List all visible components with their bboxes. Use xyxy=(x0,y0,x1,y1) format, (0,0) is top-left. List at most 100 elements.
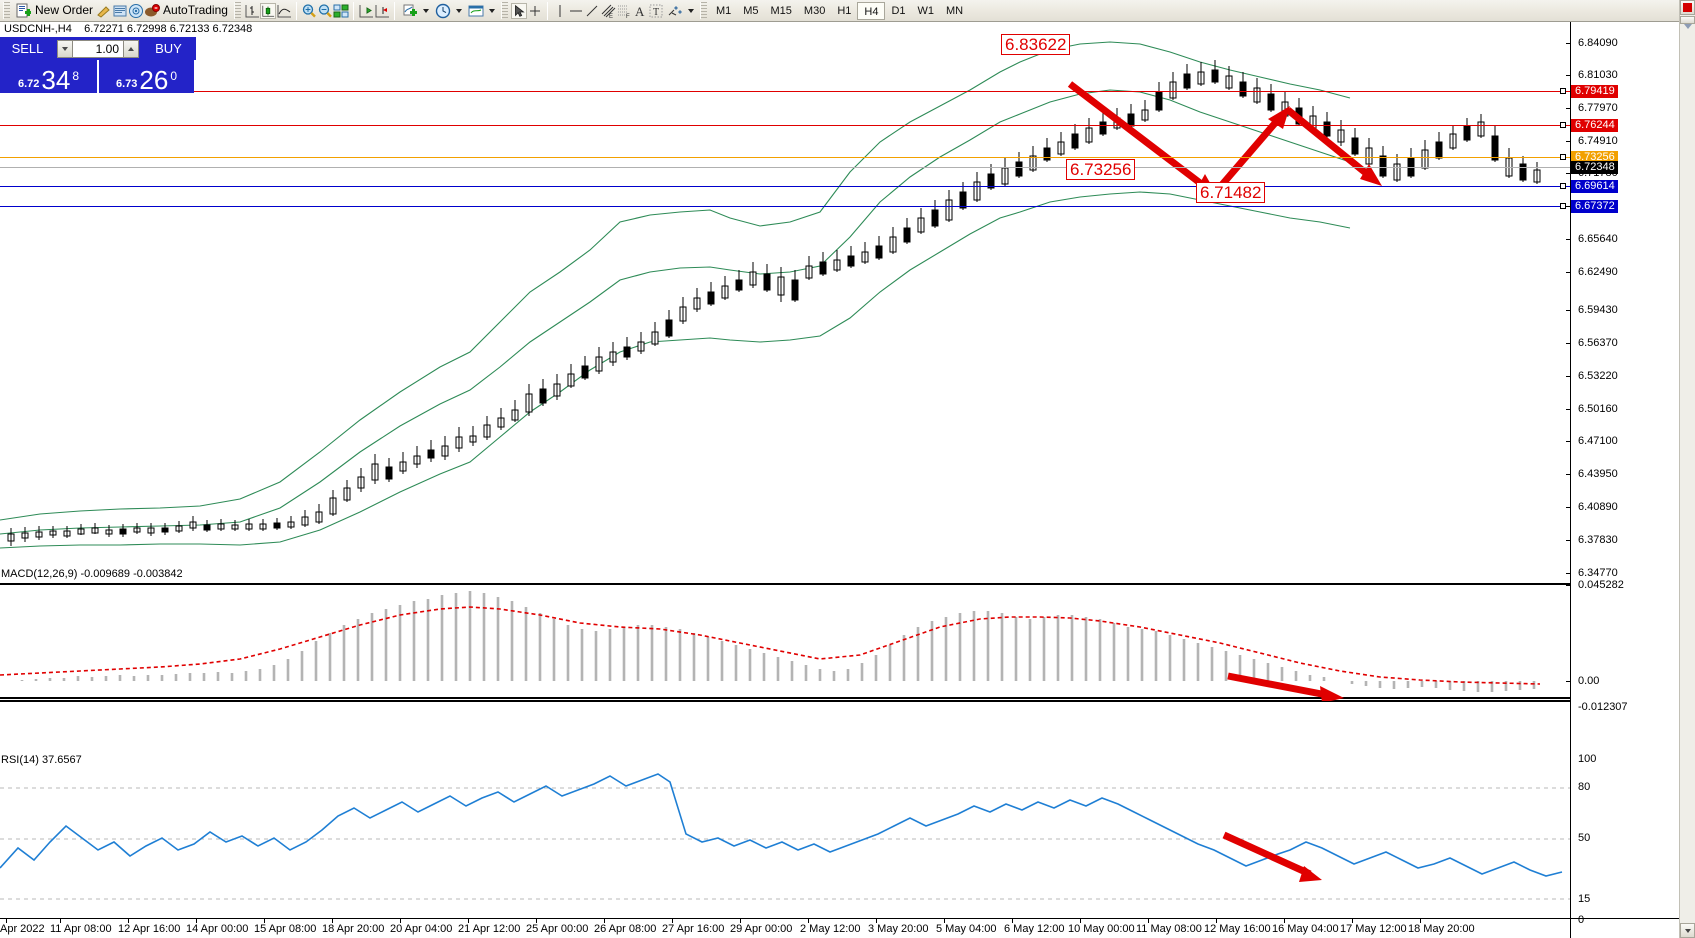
rsi-tick-80: 80 xyxy=(1578,781,1591,793)
rsi-tick-15: 15 xyxy=(1578,893,1591,905)
timeframe-m30[interactable]: M30 xyxy=(803,4,826,17)
price-tag-resistance-2[interactable]: 6.76244 xyxy=(1571,119,1618,132)
auto-scroll-icon[interactable] xyxy=(374,3,390,19)
period-button[interactable] xyxy=(432,1,465,21)
indicators-button[interactable] xyxy=(399,1,432,21)
ask-price-sup: 0 xyxy=(170,69,178,83)
support-line-2[interactable] xyxy=(0,206,1570,207)
time-label-6: 20 Apr 04:00 xyxy=(390,923,453,935)
timeframe-m5[interactable]: M5 xyxy=(743,4,759,17)
price-tick-15: 6.37830 xyxy=(1578,534,1618,546)
autotrading-button[interactable]: AutoTrading xyxy=(160,1,231,21)
timeframe-w1[interactable]: W1 xyxy=(917,4,935,17)
price-tag-support-2[interactable]: 6.67372 xyxy=(1571,200,1618,213)
bid-price-line xyxy=(0,167,1570,168)
price-tick-8: 6.59430 xyxy=(1578,304,1618,316)
scrollbar-thumb[interactable] xyxy=(1680,16,1695,24)
resistance-line-2[interactable] xyxy=(0,125,1570,126)
cursor-icon[interactable] xyxy=(510,2,527,19)
price-chart-canvas[interactable] xyxy=(0,22,1570,582)
price-tag-pivot[interactable]: 6.73256 xyxy=(1571,151,1618,164)
bid-price-prefix: 6.72 xyxy=(17,78,40,90)
annotation-swing-low[interactable]: 6.73256 xyxy=(1066,159,1136,180)
support-line-1[interactable] xyxy=(0,186,1570,187)
line-chart-icon[interactable] xyxy=(276,3,292,19)
pivot-line[interactable] xyxy=(0,157,1570,158)
price-tick-7: 6.62490 xyxy=(1578,266,1618,278)
trendline-icon[interactable] xyxy=(584,3,600,19)
price-tag-resistance-1[interactable]: 6.79419 xyxy=(1571,85,1618,98)
fibonacci-icon[interactable]: F xyxy=(616,3,632,20)
candlestick-chart-icon[interactable] xyxy=(259,2,276,19)
pivot-handle[interactable] xyxy=(1560,154,1566,160)
navigator-icon[interactable] xyxy=(128,3,144,19)
band-upper xyxy=(0,41,1351,521)
timeframe-mn[interactable]: MN xyxy=(946,4,964,17)
bid-price-big: 34 xyxy=(41,65,71,95)
time-label-19: 16 May 04:00 xyxy=(1272,923,1339,935)
text-label-icon[interactable]: T xyxy=(648,3,664,19)
horizontal-line-icon[interactable] xyxy=(568,3,584,19)
toolbar-grip[interactable] xyxy=(3,2,10,19)
terminal-icon[interactable] xyxy=(144,3,161,19)
new-order-button[interactable]: New Order xyxy=(13,1,96,21)
volume-increase-button[interactable] xyxy=(123,39,139,58)
tile-windows-icon[interactable] xyxy=(333,3,349,19)
vertical-line-icon[interactable] xyxy=(552,3,568,19)
time-label-15: 6 May 12:00 xyxy=(1004,923,1065,935)
volume-stepper[interactable]: 1.00 xyxy=(55,37,141,60)
timeframe-h1[interactable]: H1 xyxy=(837,4,852,17)
chart-ohlc-values: 6.72271 6.72998 6.72133 6.72348 xyxy=(84,23,253,35)
ask-price-prefix: 6.73 xyxy=(115,78,138,90)
text-icon[interactable]: A xyxy=(632,3,648,19)
macd-tick-top: 0.045282 xyxy=(1578,579,1624,591)
objects-button[interactable] xyxy=(664,1,697,21)
time-label-8: 25 Apr 00:00 xyxy=(526,923,589,935)
toolbar-grip-4[interactable] xyxy=(699,2,707,19)
price-tick-14: 6.40890 xyxy=(1578,501,1618,513)
time-label-12: 2 May 12:00 xyxy=(800,923,861,935)
toolbar-grip-3[interactable] xyxy=(500,2,508,19)
zoom-in-icon[interactable] xyxy=(301,3,317,19)
macd-pane[interactable] xyxy=(0,583,1570,699)
vertical-scrollbar[interactable] xyxy=(1679,0,1695,938)
buy-button[interactable]: BUY xyxy=(141,37,196,60)
price-axis-line xyxy=(1570,22,1571,938)
bid-price-display[interactable]: 6.72 34 8 xyxy=(0,60,97,93)
time-label-14: 5 May 04:00 xyxy=(936,923,997,935)
support-handle-1[interactable] xyxy=(1560,183,1566,189)
scrollbar-marker xyxy=(1683,3,1692,12)
timeframe-d1[interactable]: D1 xyxy=(891,4,906,17)
resistance-line-1[interactable] xyxy=(0,91,1570,92)
templates-icon xyxy=(468,3,484,19)
ask-price-display[interactable]: 6.73 26 0 xyxy=(97,60,194,93)
equidistant-channel-icon[interactable]: E xyxy=(600,3,616,20)
timeframe-m15[interactable]: M15 xyxy=(770,4,792,17)
volume-input[interactable]: 1.00 xyxy=(73,39,123,58)
timeframe-m1[interactable]: M1 xyxy=(715,4,732,17)
zoom-out-icon[interactable] xyxy=(317,3,333,19)
period-clock-icon xyxy=(435,3,451,19)
toolbar-grip-2[interactable] xyxy=(233,2,241,19)
annotation-target-low[interactable]: 6.71482 xyxy=(1196,182,1266,203)
data-window-icon[interactable] xyxy=(112,3,128,19)
rsi-tick-0: 0 xyxy=(1578,914,1585,926)
price-tag-support-1[interactable]: 6.69614 xyxy=(1571,180,1618,193)
annotation-swing-high[interactable]: 6.83622 xyxy=(1001,34,1071,55)
rsi-pane[interactable] xyxy=(0,700,1570,918)
chart-shift-icon[interactable] xyxy=(358,3,374,19)
pencil-icon[interactable] xyxy=(96,3,112,19)
rsi-tick-50: 50 xyxy=(1578,832,1591,844)
templates-button[interactable] xyxy=(465,1,498,21)
chart-symbol-ohlc: USDCNH-,H4 6.72271 6.72998 6.72133 6.723… xyxy=(0,23,1695,36)
timeframe-h4[interactable]: H4 xyxy=(857,1,886,20)
crosshair-icon[interactable] xyxy=(527,3,543,19)
bar-chart-icon[interactable] xyxy=(244,3,260,19)
sell-button[interactable]: SELL xyxy=(0,37,55,60)
resistance-handle-2[interactable] xyxy=(1560,122,1566,128)
time-label-21: 18 May 20:00 xyxy=(1408,923,1475,935)
volume-decrease-button[interactable] xyxy=(57,39,73,58)
resistance-handle-1[interactable] xyxy=(1560,88,1566,94)
support-handle-2[interactable] xyxy=(1560,203,1566,209)
scroll-down-button[interactable] xyxy=(1680,923,1695,938)
